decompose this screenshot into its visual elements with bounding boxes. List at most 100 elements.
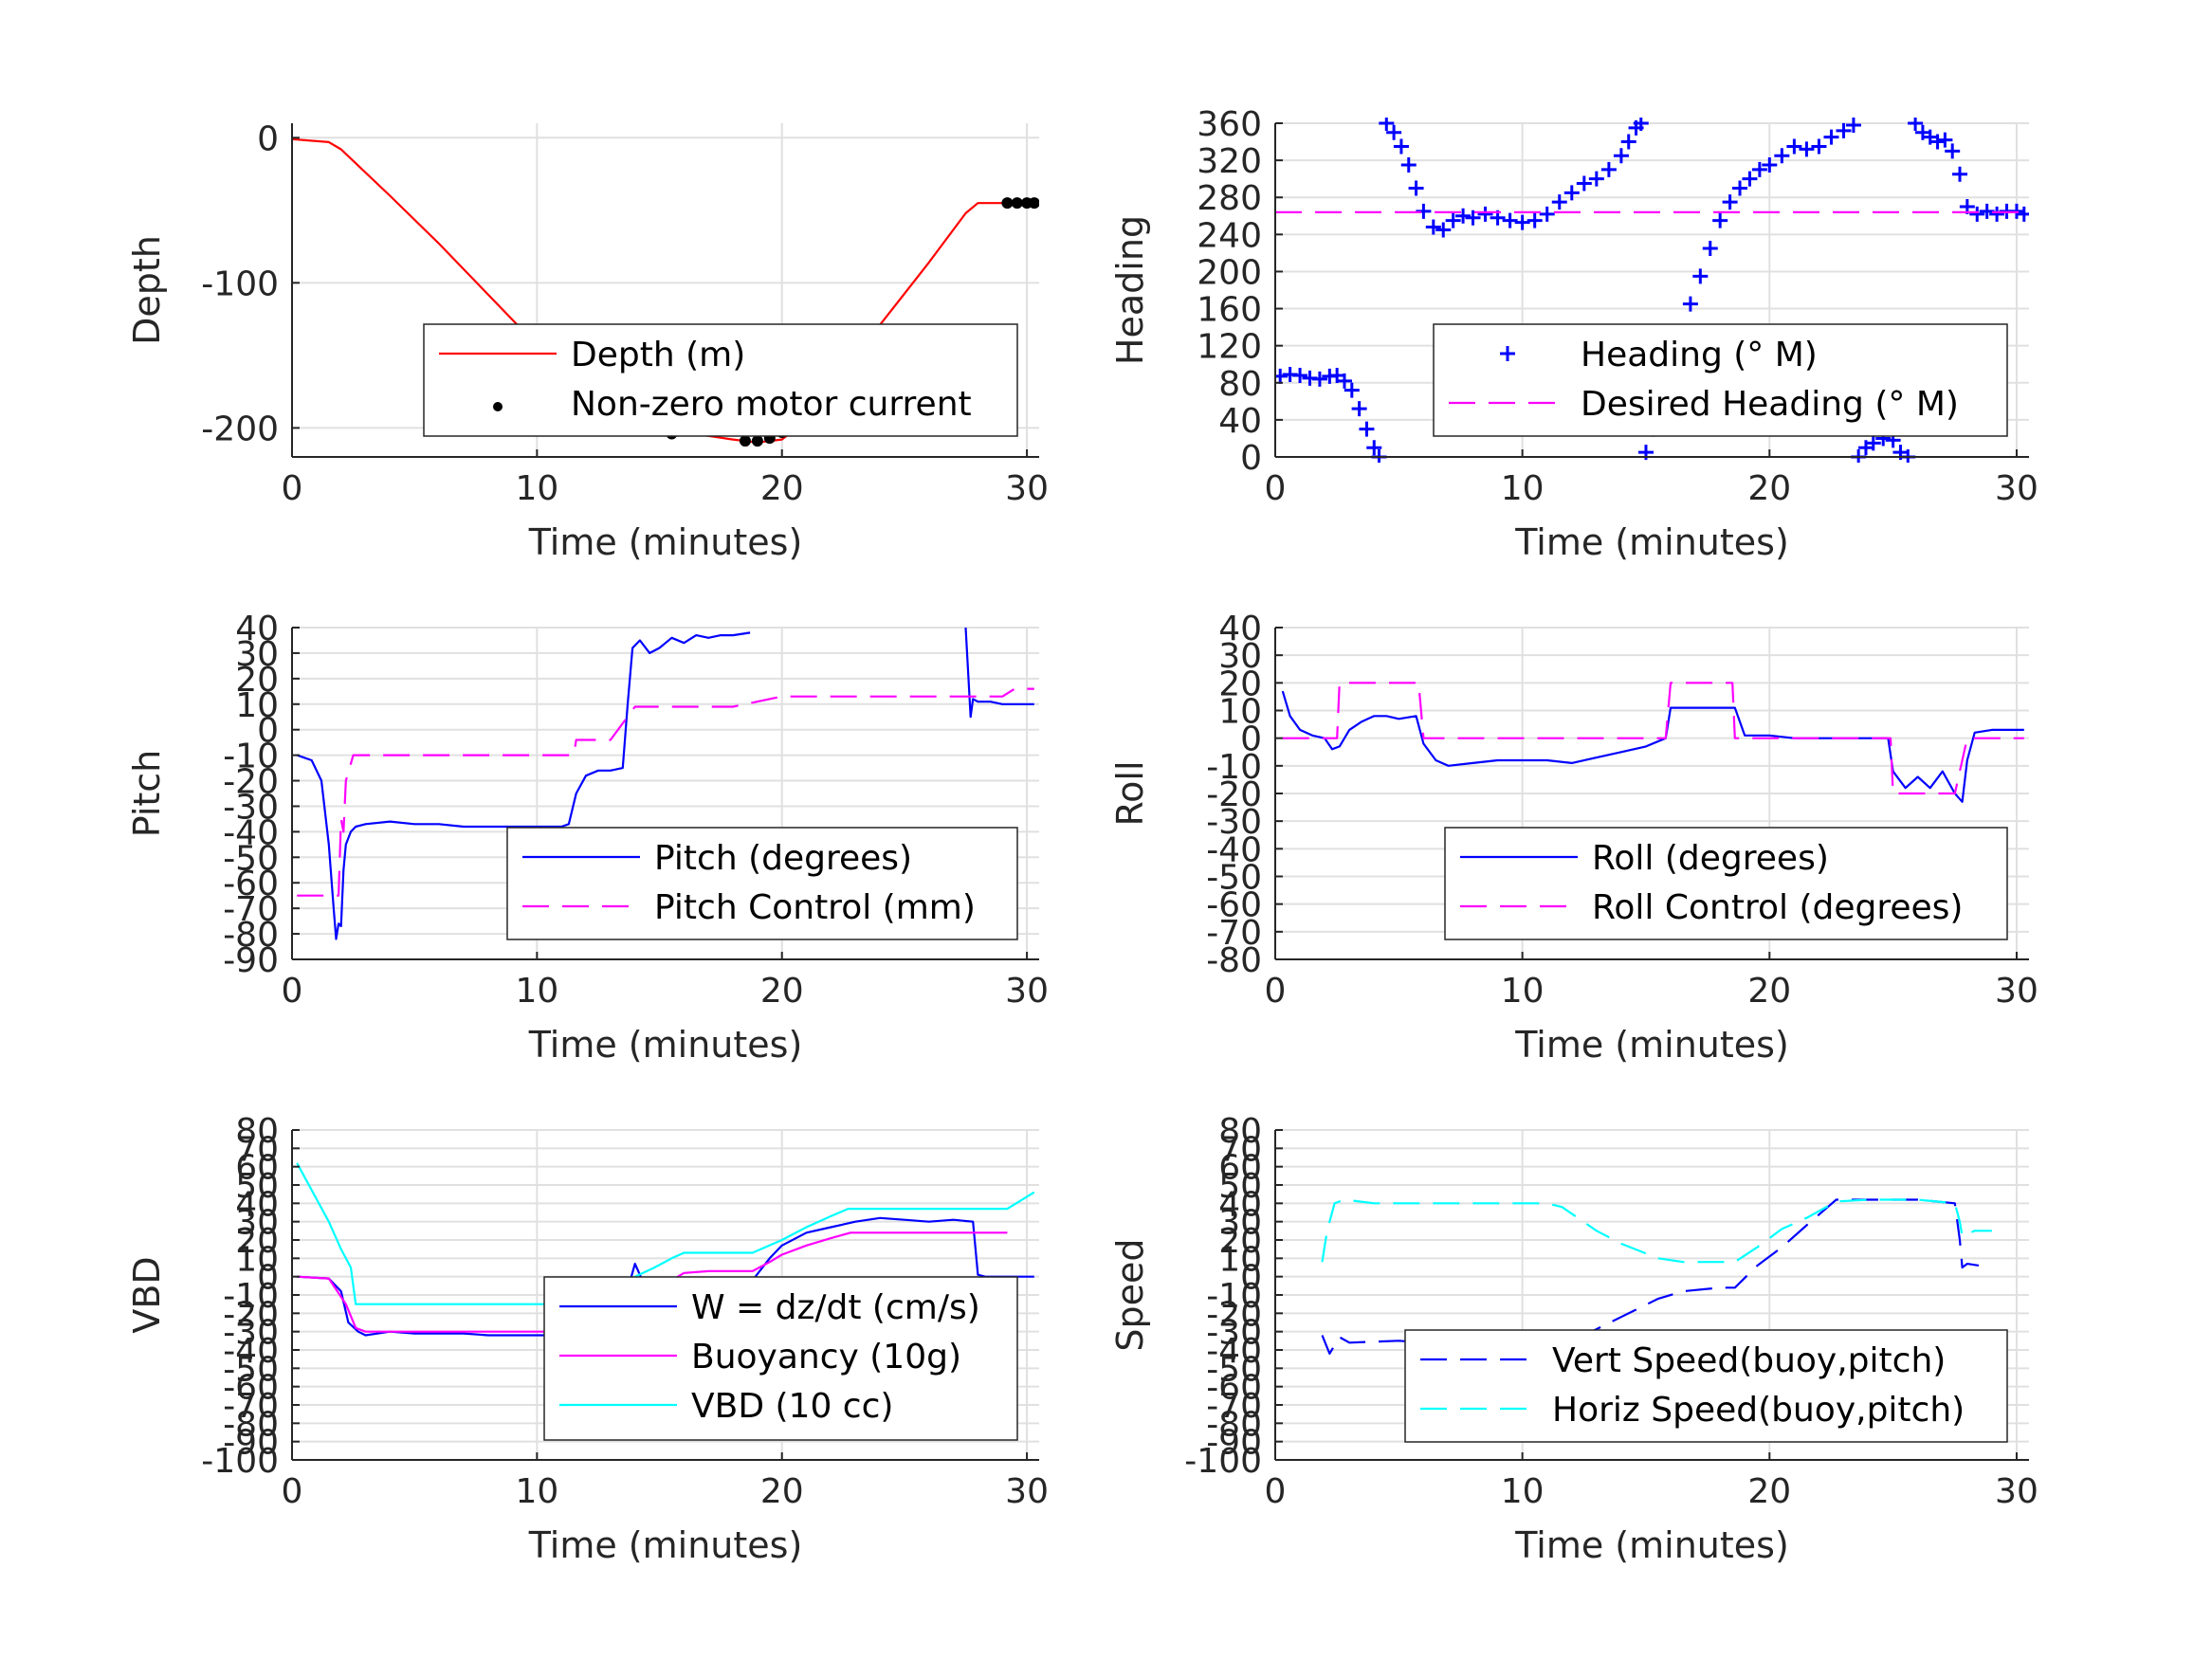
speed-y-tick-label: -40 xyxy=(1206,1332,1262,1371)
speed-y-tick-label: -60 xyxy=(1206,1369,1262,1408)
heading-series-0-point xyxy=(2016,206,2029,222)
speed-y-tick-label: -70 xyxy=(1206,1387,1262,1426)
speed-y-tick-label: 60 xyxy=(1218,1149,1262,1188)
pitch-x-axis-label: Time (minutes) xyxy=(528,1024,803,1066)
vbd-x-tick-label: 0 xyxy=(282,1472,303,1511)
roll-x-tick-label: 10 xyxy=(1501,972,1545,1011)
vbd-y-tick-label: 70 xyxy=(235,1130,279,1169)
vbd-legend-entry-0-label: W = dz/dt (cm/s) xyxy=(691,1288,980,1327)
roll-panel: 0 10 20 30403020100-10-20-30-40-50-60-70-80… xyxy=(1109,610,2038,1066)
roll-y-tick-label: 20 xyxy=(1218,665,1262,703)
vbd-y-tick-label: -70 xyxy=(223,1387,279,1426)
speed-legend-entry-0-label: Vert Speed(buoy,pitch) xyxy=(1552,1341,1946,1380)
heading-series-0-point xyxy=(1712,212,1728,228)
pitch-plot-area xyxy=(296,627,1034,940)
speed-x-tick-label: 0 xyxy=(1265,1472,1287,1511)
heading-series-0-point xyxy=(1366,440,1382,456)
roll-x-tick-label: 30 xyxy=(1995,972,2038,1011)
heading-series-0-point xyxy=(1275,368,1289,384)
heading-series-0-point xyxy=(1751,161,1767,177)
pitch-series-1-line xyxy=(964,627,1034,719)
pitch-y-tick-label: -30 xyxy=(223,788,279,827)
vbd-y-tick-label: 0 xyxy=(257,1259,279,1298)
vbd-legend-box xyxy=(543,1276,1018,1441)
vbd-y-tick-label: -20 xyxy=(223,1295,279,1334)
roll-legend-entry-0-label: Roll (degrees) xyxy=(1592,839,1829,878)
speed-y-tick-label: 0 xyxy=(1240,1259,1262,1298)
speed-y-tick-label: -20 xyxy=(1206,1295,1262,1334)
heading-series-0-point xyxy=(1386,124,1402,140)
heading-series-0-point xyxy=(1588,171,1604,187)
heading-series-0-point xyxy=(1336,373,1352,389)
pitch-y-tick-label: -90 xyxy=(223,941,279,980)
vbd-y-tick-label: 40 xyxy=(235,1185,279,1224)
heading-series-0-point xyxy=(1937,132,1953,148)
heading-series-0-point xyxy=(1359,421,1375,437)
speed-y-tick-label: 10 xyxy=(1218,1240,1262,1279)
vbd-legend-entry-1-label: Buoyancy (10g) xyxy=(691,1338,961,1376)
heading-series-0-point xyxy=(1989,206,2005,222)
speed-x-tick-label: 20 xyxy=(1747,1472,1791,1511)
heading-series-0-point xyxy=(1702,241,1718,256)
vbd-y-axis-label: VBD xyxy=(126,1256,168,1333)
roll-y-tick-label: -80 xyxy=(1206,941,1262,980)
heading-series-0-point xyxy=(1908,118,1924,131)
heading-series-0-point xyxy=(1945,143,1961,159)
heading-series-0-point xyxy=(1786,138,1802,155)
pitch-y-tick-label: 30 xyxy=(235,635,279,674)
heading-y-tick-label: 160 xyxy=(1197,291,1262,330)
depth-panel: 0 10 20 30 0 -100 -200 Time (minutes) Depth Depth… xyxy=(126,119,1049,563)
heading-series-0-point xyxy=(1551,194,1567,210)
speed-y-axis-label: Speed xyxy=(1109,1238,1151,1351)
pitch-y-tick-label: -50 xyxy=(223,839,279,878)
heading-series-0-point xyxy=(1526,212,1543,228)
heading-series-0-point xyxy=(1465,210,1481,226)
heading-series-0-point xyxy=(1514,214,1530,230)
depth-y-tick-label: -200 xyxy=(201,410,279,448)
speed-y-tick-label: 40 xyxy=(1218,1185,1262,1224)
roll-x-tick-label: 20 xyxy=(1747,972,1791,1011)
roll-y-tick-label: -10 xyxy=(1206,748,1262,787)
heading-y-tick-label: 200 xyxy=(1197,253,1262,292)
heading-series-0-point xyxy=(1563,185,1580,201)
heading-series-0-point xyxy=(1393,138,1409,155)
depth-series-1-point xyxy=(1001,197,1014,210)
roll-y-tick-label: -70 xyxy=(1206,914,1262,953)
speed-legend-entry-1-label: Horiz Speed(buoy,pitch) xyxy=(1552,1391,1965,1430)
heading-series-0-point xyxy=(1799,141,1815,157)
heading-series-0-point xyxy=(1344,382,1360,398)
heading-series-0-point xyxy=(1633,118,1649,131)
pitch-legend-entry-0-label: Pitch (degrees) xyxy=(654,839,912,878)
heading-series-0-point xyxy=(1435,222,1452,238)
depth-x-axis-label: Time (minutes) xyxy=(528,521,803,563)
depth-legend-entry-1-label: Non-zero motor current xyxy=(571,385,972,424)
pitch-series-2-line xyxy=(297,687,1034,897)
heading-y-tick-label: 80 xyxy=(1218,365,1262,404)
pitch-y-tick-label: 0 xyxy=(257,712,279,751)
roll-legend: Roll (degrees) Roll Control (degrees) xyxy=(1444,827,2008,940)
pitch-x-tick-label: 20 xyxy=(760,972,804,1011)
vbd-legend-entry-2-label: VBD (10 cc) xyxy=(691,1387,893,1426)
heading-series-0-point xyxy=(1311,371,1327,387)
heading-series-0-point xyxy=(1408,180,1424,196)
roll-y-tick-label: 30 xyxy=(1218,637,1262,676)
heading-series-0-point xyxy=(1929,134,1946,150)
vbd-x-tick-label: 30 xyxy=(1005,1472,1049,1511)
heading-x-axis-label: Time (minutes) xyxy=(1514,521,1789,563)
heading-y-axis-label: Heading xyxy=(1109,215,1151,365)
heading-x-tick-label: 20 xyxy=(1747,469,1791,508)
vbd-y-tick-label: 80 xyxy=(235,1112,279,1151)
roll-plot-area xyxy=(1281,682,2024,803)
heading-series-0-point xyxy=(1811,138,1827,155)
pitch-y-tick-label: 10 xyxy=(235,686,279,725)
depth-series-1-point xyxy=(751,435,763,447)
pitch-x-tick-label: 0 xyxy=(282,972,303,1011)
heading-series-0-point xyxy=(1823,129,1839,145)
pitch-y-tick-label: -40 xyxy=(223,813,279,852)
vbd-y-tick-label: -10 xyxy=(223,1277,279,1316)
pitch-legend: Pitch (degrees) Pitch Control (mm) xyxy=(506,827,1018,940)
speed-y-tick-label: 50 xyxy=(1218,1167,1262,1206)
roll-series-0-line xyxy=(1281,690,2024,803)
heading-y-tick-label: 0 xyxy=(1240,439,1262,478)
